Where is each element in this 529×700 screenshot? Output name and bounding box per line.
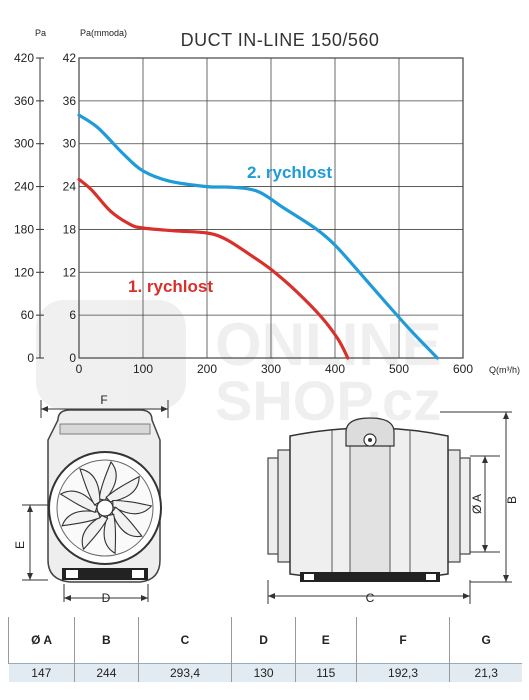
plot-frame bbox=[78, 57, 464, 359]
x-unit: Q(m³/h) bbox=[489, 365, 520, 375]
fan-hub bbox=[96, 499, 114, 517]
y-left-tick-label: 420 bbox=[14, 51, 34, 65]
fan-blade bbox=[111, 506, 143, 538]
dimensions-value-row: 147 244 293,4 130 115 192,3 21,3 bbox=[8, 663, 522, 682]
y-right-tick-label: 0 bbox=[69, 351, 76, 365]
y-right-tick-label: 24 bbox=[63, 180, 77, 194]
fan-blade bbox=[112, 499, 153, 515]
y-right-tick-label: 30 bbox=[63, 137, 77, 151]
dim-f-label: F bbox=[100, 393, 107, 407]
header-cell-f: F bbox=[355, 617, 450, 664]
value-cell-g: 21,3 bbox=[449, 663, 522, 682]
x-tick-label: 0 bbox=[76, 362, 83, 376]
fan-blade bbox=[59, 490, 98, 514]
dim-c-label: C bbox=[366, 591, 375, 605]
series-label-2: 2. rychlost bbox=[247, 163, 332, 182]
fan-blade bbox=[81, 514, 109, 551]
fan-blade bbox=[98, 460, 117, 501]
y-left-tick-label: 180 bbox=[14, 222, 34, 236]
dimensions-table: Ø A B C D E F G 147 244 293,4 130 115 19… bbox=[7, 617, 522, 682]
x-tick-label: 200 bbox=[197, 362, 217, 376]
dim-e-label: E bbox=[13, 541, 27, 549]
value-cell-b: 244 bbox=[74, 663, 139, 682]
y-left-tick-label: 240 bbox=[14, 180, 34, 194]
fan-blade bbox=[103, 513, 117, 555]
x-tick-label: 100 bbox=[133, 362, 153, 376]
chart-grid bbox=[78, 57, 464, 359]
fan-blades-icon bbox=[59, 460, 153, 555]
y-left-unit: Pa bbox=[35, 28, 46, 38]
value-cell-f: 192,3 bbox=[355, 663, 450, 682]
fan-blade bbox=[61, 510, 101, 527]
y-left-tick-label: 60 bbox=[21, 308, 35, 322]
x-tick-label: 600 bbox=[453, 362, 473, 376]
side-base bbox=[300, 572, 440, 582]
x-tick-label: 500 bbox=[389, 362, 409, 376]
x-tick-label: 300 bbox=[261, 362, 281, 376]
y-right-tick-label: 18 bbox=[63, 222, 77, 236]
series-line-1 bbox=[77, 177, 350, 360]
header-cell-d: D bbox=[231, 617, 296, 664]
fan-blade bbox=[105, 475, 140, 503]
fan-base bbox=[62, 568, 148, 580]
fan-chart-and-drawings: DUCT IN-LINE 150/560 ONLINE SHOP.cz 0 100… bbox=[13, 28, 520, 605]
front-view-drawing: F E D bbox=[13, 393, 169, 605]
value-cell-a: 147 bbox=[8, 663, 75, 682]
header-cell-e: E bbox=[294, 617, 357, 664]
side-view-drawing: Ø A B C bbox=[267, 411, 519, 605]
series-line-2 bbox=[77, 113, 439, 360]
y-right-unit: Pa(mmoda) bbox=[80, 28, 127, 38]
y-left-tick-label: 300 bbox=[14, 137, 34, 151]
watermark: ONLINE SHOP.cz bbox=[36, 300, 442, 432]
chart-axes: 0 100 200 300 400 500 600006601212018180242403… bbox=[14, 51, 473, 376]
y-left-tick-label: 360 bbox=[14, 94, 34, 108]
y-right-tick-label: 42 bbox=[63, 51, 77, 65]
y-right-tick-label: 12 bbox=[63, 265, 77, 279]
value-cell-d: 130 bbox=[231, 663, 296, 682]
dim-a-label: Ø A bbox=[470, 494, 484, 514]
chart-title: DUCT IN-LINE 150/560 bbox=[181, 30, 380, 50]
header-cell-g: G bbox=[449, 617, 522, 664]
series-label-1: 1. rychlost bbox=[128, 277, 213, 296]
terminal-box bbox=[345, 417, 395, 447]
y-right-tick-label: 36 bbox=[63, 94, 77, 108]
watermark-cart-icon bbox=[36, 300, 186, 410]
header-cell-a: Ø A bbox=[7, 617, 75, 664]
dim-d-label: D bbox=[102, 591, 111, 605]
chart-series: 1. rychlost 2. rychlost bbox=[77, 113, 439, 360]
fan-blade bbox=[79, 468, 101, 506]
y-right-tick-label: 6 bbox=[69, 308, 76, 322]
dim-b-label: B bbox=[505, 496, 519, 504]
y-left-tick-label: 120 bbox=[14, 265, 34, 279]
value-cell-c: 293,4 bbox=[137, 663, 232, 682]
x-tick-label: 400 bbox=[325, 362, 345, 376]
y-left-tick-label: 0 bbox=[27, 351, 34, 365]
header-cell-c: C bbox=[137, 617, 232, 664]
watermark-line2: SHOP.cz bbox=[215, 369, 441, 432]
dimensions-header-row: Ø A B C D E F G bbox=[7, 617, 522, 664]
value-cell-e: 115 bbox=[294, 663, 357, 682]
header-cell-b: B bbox=[74, 617, 139, 664]
